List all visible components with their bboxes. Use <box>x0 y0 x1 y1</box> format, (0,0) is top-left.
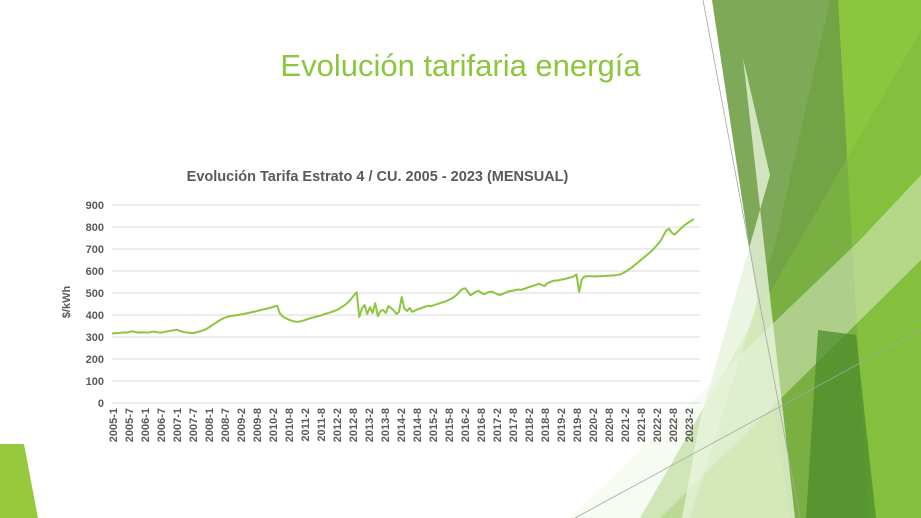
data-line-series <box>112 218 694 335</box>
x-tick-label: 2018-2 <box>524 408 536 442</box>
x-tick-label: 2009-8 <box>252 408 264 442</box>
x-tick-label: 2020-2 <box>588 408 600 442</box>
y-tick-label: 400 <box>86 310 104 322</box>
decor-hairline-2 <box>574 329 921 518</box>
x-tick-label: 2019-8 <box>572 408 584 442</box>
x-tick-label: 2007-1 <box>172 408 184 442</box>
x-tick-label: 2007-7 <box>188 408 200 442</box>
x-tick-label: 2014-8 <box>412 408 424 442</box>
x-tick-label: 2012-2 <box>332 408 344 442</box>
x-tick-label: 2015-8 <box>444 408 456 442</box>
x-tick-label: 2013-2 <box>364 408 376 442</box>
x-tick-label: 2016-8 <box>476 408 488 442</box>
y-tick-label: 300 <box>86 332 104 344</box>
y-tick-label: 800 <box>86 222 104 234</box>
y-tick-label: 900 <box>86 200 104 212</box>
x-tick-label: 2011-2 <box>300 408 312 442</box>
x-tick-label: 2021-2 <box>620 408 632 442</box>
x-tick-label: 2010-8 <box>284 408 296 442</box>
x-tick-label: 2009-2 <box>236 408 248 442</box>
x-tick-label: 2021-8 <box>636 408 648 442</box>
x-tick-label: 2022-8 <box>668 408 680 442</box>
x-tick-label: 2023-2 <box>684 408 696 442</box>
x-tick-label: 2014-2 <box>396 408 408 442</box>
x-tick-label: 2017-2 <box>492 408 504 442</box>
y-axis-title: $/kWh <box>61 285 73 319</box>
x-tick-label: 2012-8 <box>348 408 360 442</box>
x-tick-label: 2006-7 <box>156 408 168 442</box>
x-tick-label: 2020-8 <box>604 408 616 442</box>
x-tick-label: 2015-2 <box>428 408 440 442</box>
x-tick-label: 2008-1 <box>204 408 216 442</box>
y-tick-label: 100 <box>86 376 104 388</box>
decor-hairline-1 <box>702 0 801 518</box>
y-tick-label: 700 <box>86 244 104 256</box>
chart-title: Evolución Tarifa Estrato 4 / CU. 2005 - … <box>186 169 569 185</box>
y-tick-label: 600 <box>86 266 104 278</box>
x-tick-label: 2018-8 <box>540 408 552 442</box>
y-tick-label: 500 <box>86 288 104 300</box>
decor-wedge-pale <box>682 58 795 518</box>
x-tick-label: 2013-8 <box>380 408 392 442</box>
x-tick-label: 2005-1 <box>108 408 120 442</box>
decor-corner-bottom-left <box>0 444 38 518</box>
x-tick-label: 2017-8 <box>508 408 520 442</box>
x-tick-label: 2006-1 <box>140 408 152 442</box>
x-tick-label: 2005-7 <box>124 408 136 442</box>
y-tick-label: 200 <box>86 354 104 366</box>
x-tick-label: 2011-8 <box>316 408 328 442</box>
x-tick-label: 2022-2 <box>652 408 664 442</box>
x-tick-label: 2008-7 <box>220 408 232 442</box>
y-tick-label: 0 <box>98 398 104 410</box>
slide-title: Evolución tarifaria energía <box>280 48 641 83</box>
x-tick-label: 2019-2 <box>556 408 568 442</box>
decor-triangle-dark <box>806 330 876 518</box>
x-tick-label: 2010-2 <box>268 408 280 442</box>
x-tick-label: 2016-2 <box>460 408 472 442</box>
